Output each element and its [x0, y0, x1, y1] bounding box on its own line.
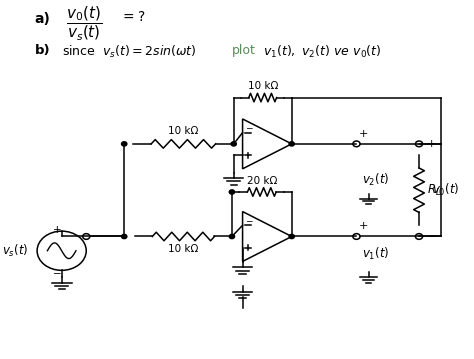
Text: $v_1(t)$: $v_1(t)$	[362, 246, 389, 262]
Text: $-$: $-$	[53, 267, 62, 277]
Text: $v_s(t)$: $v_s(t)$	[2, 243, 28, 259]
Circle shape	[121, 142, 127, 146]
Text: $-$: $-$	[427, 230, 437, 240]
Circle shape	[231, 142, 237, 146]
Text: +: +	[359, 221, 368, 231]
Text: +: +	[427, 139, 437, 149]
Circle shape	[289, 234, 294, 239]
Text: since  $v_s(t) = 2sin(\omega t)$: since $v_s(t) = 2sin(\omega t)$	[62, 44, 196, 60]
Circle shape	[121, 234, 127, 239]
Text: $-$: $-$	[245, 215, 254, 224]
Circle shape	[289, 142, 294, 146]
Text: $v_2(t)$: $v_2(t)$	[362, 172, 389, 187]
Text: 20 kΩ: 20 kΩ	[246, 176, 277, 186]
Text: 10 kΩ: 10 kΩ	[168, 126, 199, 136]
Text: $v_1(t),\ v_2(t)\ ve\ v_0(t)$: $v_1(t),\ v_2(t)\ ve\ v_0(t)$	[263, 44, 381, 60]
Text: $-$: $-$	[245, 122, 254, 132]
Text: $R_L$: $R_L$	[427, 183, 441, 198]
Text: +: +	[53, 225, 62, 235]
Text: $= ?$: $= ?$	[120, 10, 145, 24]
Text: $\dfrac{v_0(t)}{v_s(t)}$: $\dfrac{v_0(t)}{v_s(t)}$	[66, 5, 102, 43]
Text: 10 kΩ: 10 kΩ	[247, 81, 278, 91]
Text: 10 kΩ: 10 kΩ	[168, 244, 199, 254]
Text: plot: plot	[231, 44, 255, 57]
Text: b): b)	[35, 44, 51, 57]
Text: +: +	[359, 129, 368, 139]
Text: $v_0(t)$: $v_0(t)$	[431, 182, 459, 198]
Circle shape	[229, 234, 235, 239]
Text: a): a)	[35, 12, 51, 26]
Circle shape	[229, 190, 235, 194]
